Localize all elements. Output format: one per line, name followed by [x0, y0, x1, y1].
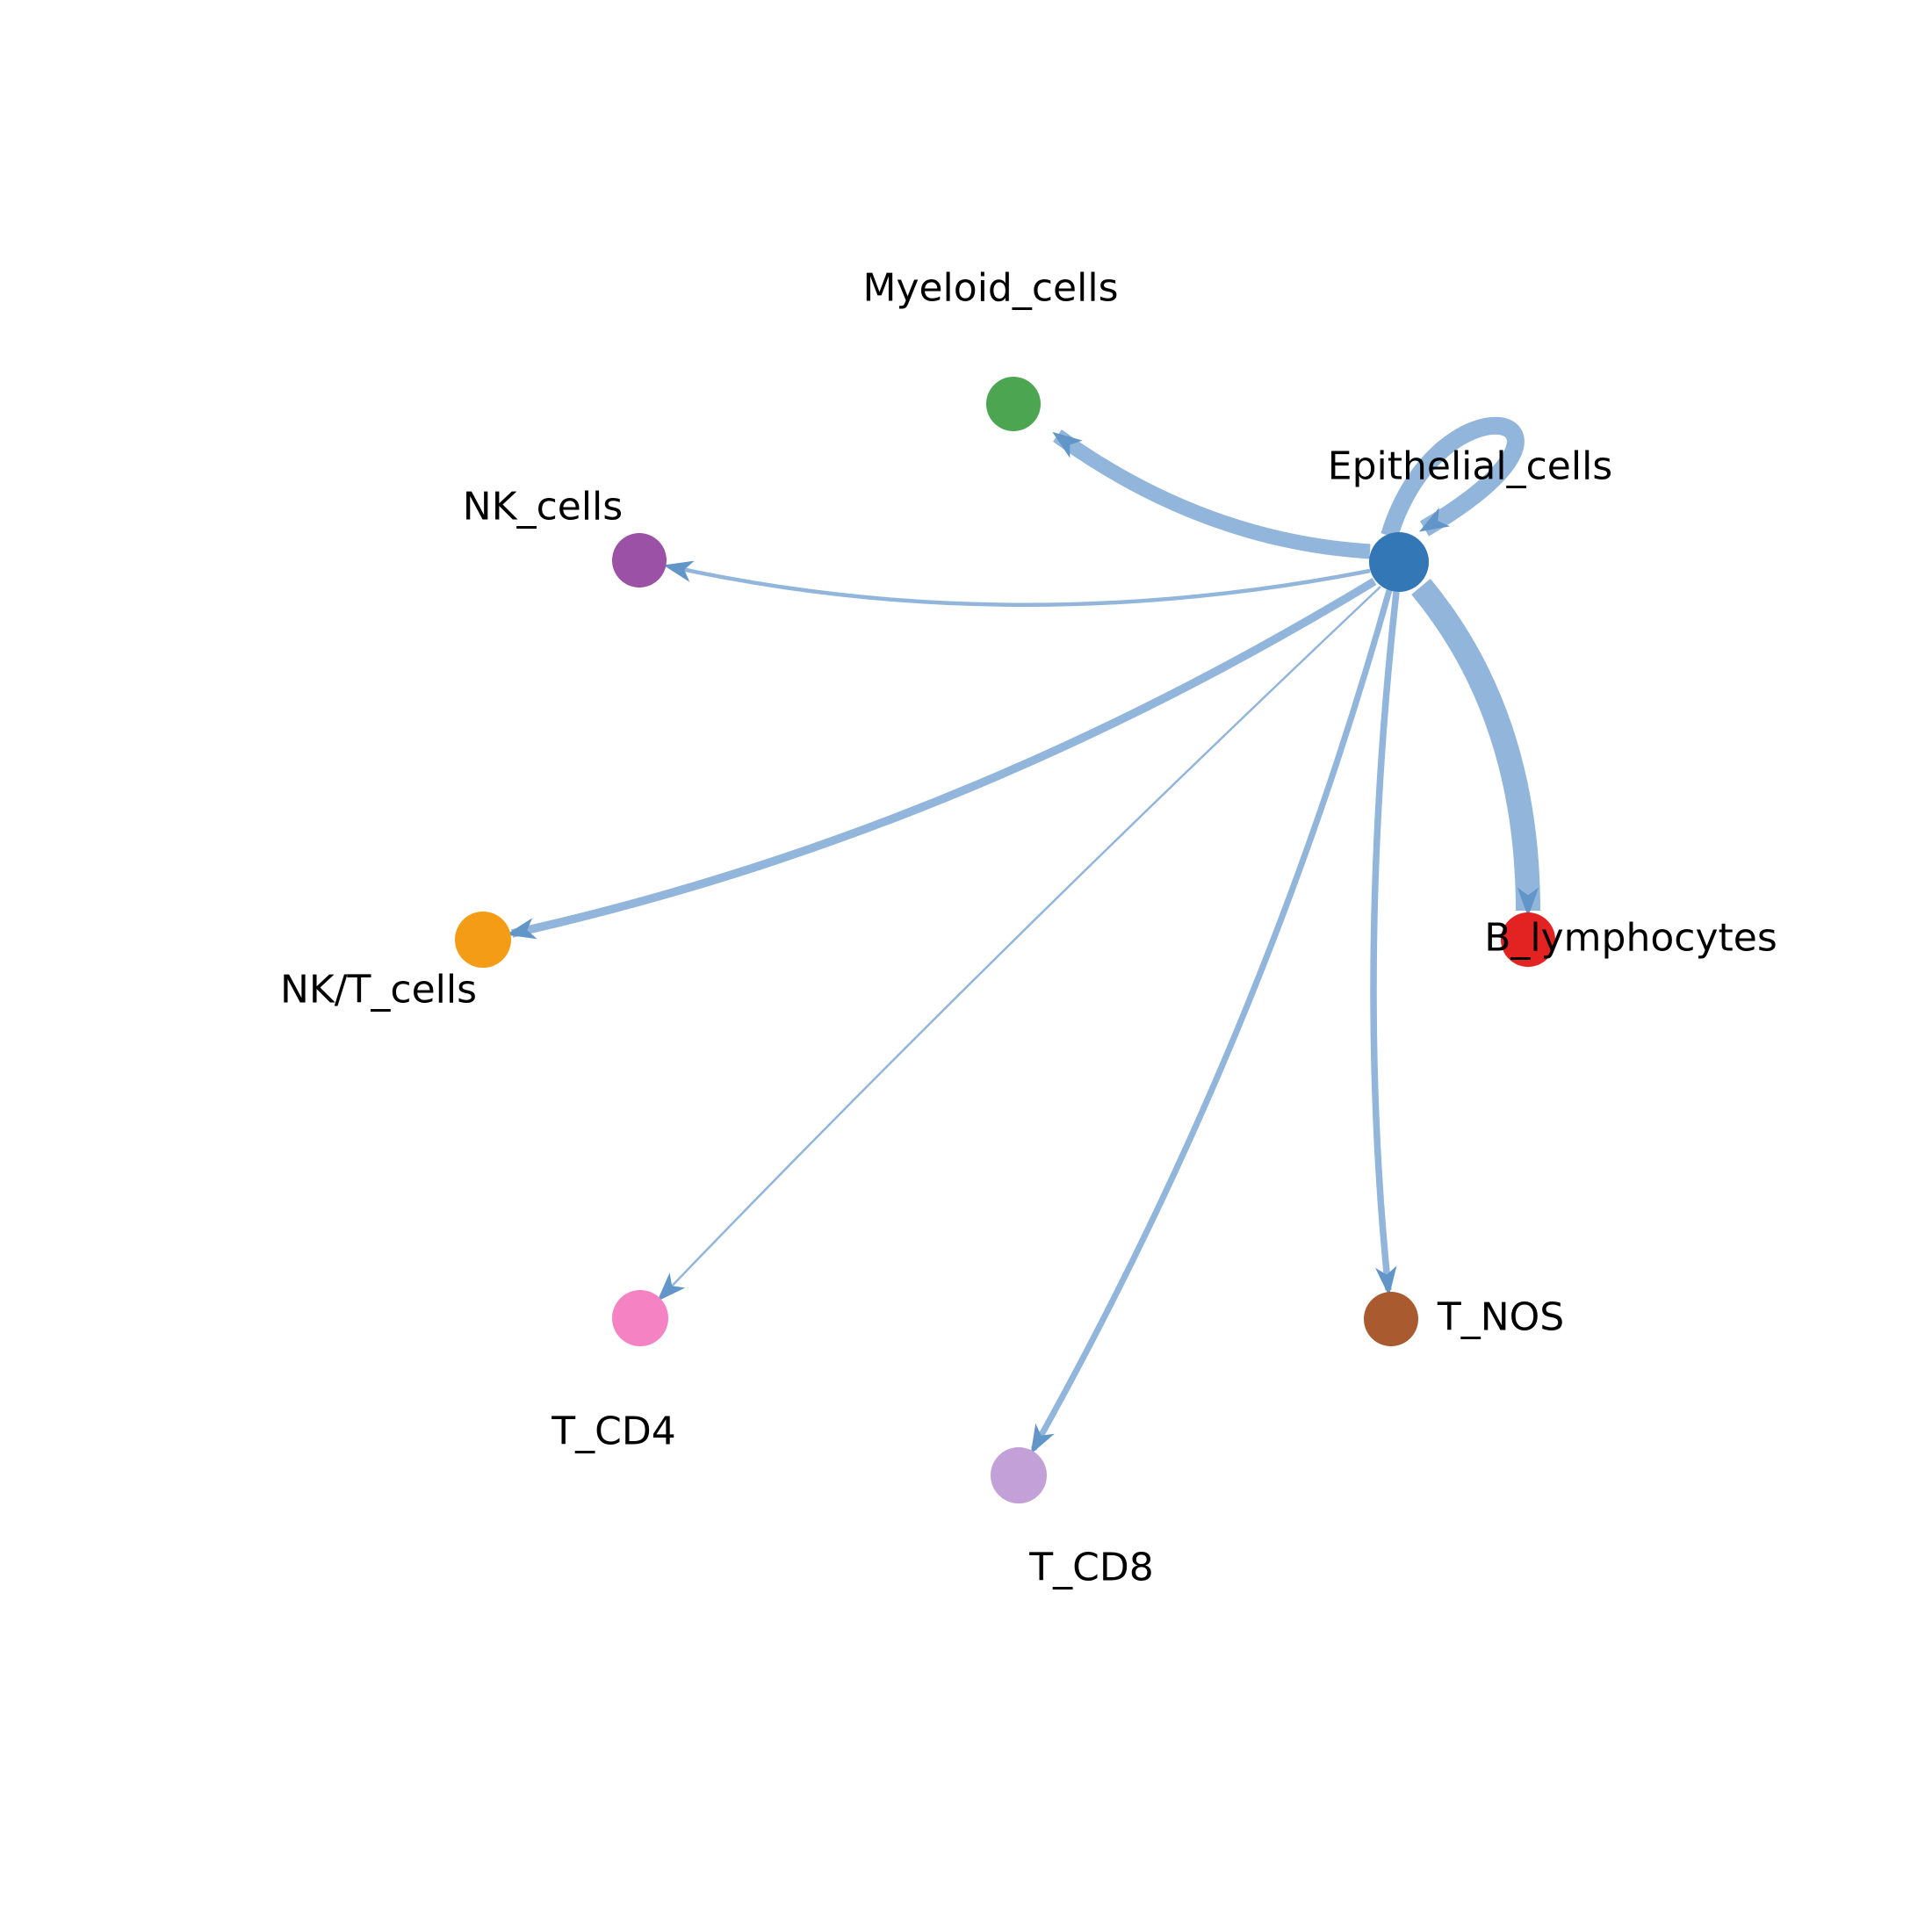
graph-node-NK_cells — [612, 533, 667, 588]
graph-edge-Epithelial_cells-to-Myeloid_cells — [1052, 429, 1371, 559]
nodes-layer — [455, 377, 1555, 1503]
graph-edge-Epithelial_cells-to-NK_cells — [663, 560, 1371, 608]
graph-edge-Epithelial_cells-to-T_CD4 — [657, 586, 1381, 1302]
node-label-Epithelial_cells: Epithelial_cells — [1328, 444, 1612, 489]
graph-node-T_CD4 — [612, 1290, 668, 1346]
graph-node-B_lymphocytes — [1501, 912, 1555, 967]
graph-node-T_CD8 — [991, 1447, 1047, 1503]
node-label-Myeloid_cells: Myeloid_cells — [862, 266, 1118, 311]
graph-node-NK_T_cells — [455, 912, 511, 968]
edges-layer — [506, 416, 1540, 1455]
node-label-T_CD8: T_CD8 — [1028, 1546, 1153, 1590]
node-label-B_lymphocytes: B_lymphocytes — [1484, 916, 1777, 961]
node-label-T_CD4: T_CD4 — [551, 1409, 675, 1454]
graph-node-Myeloid_cells — [986, 377, 1041, 431]
node-label-NK_T_cells: NK/T_cells — [280, 968, 477, 1013]
graph-edge-Epithelial_cells-to-NK_T_cells — [506, 577, 1377, 940]
graph-edge-Epithelial_cells-to-T_CD8 — [1030, 589, 1393, 1455]
graph-edge-Epithelial_cells-to-T_NOS — [1370, 591, 1400, 1296]
graph-node-Epithelial_cells — [1369, 532, 1429, 592]
node-label-T_NOS: T_NOS — [1437, 1295, 1564, 1340]
graph-edge-Epithelial_cells-to-Epithelial_cells — [1381, 416, 1525, 538]
graph-node-T_NOS — [1364, 1292, 1418, 1346]
node-label-NK_cells: NK_cells — [463, 485, 623, 530]
labels-layer: Epithelial_cells Myeloid_cells NK_cells NK/… — [280, 266, 1777, 1590]
graph-edge-Epithelial_cells-to-B_lymphocytes — [1411, 579, 1540, 917]
